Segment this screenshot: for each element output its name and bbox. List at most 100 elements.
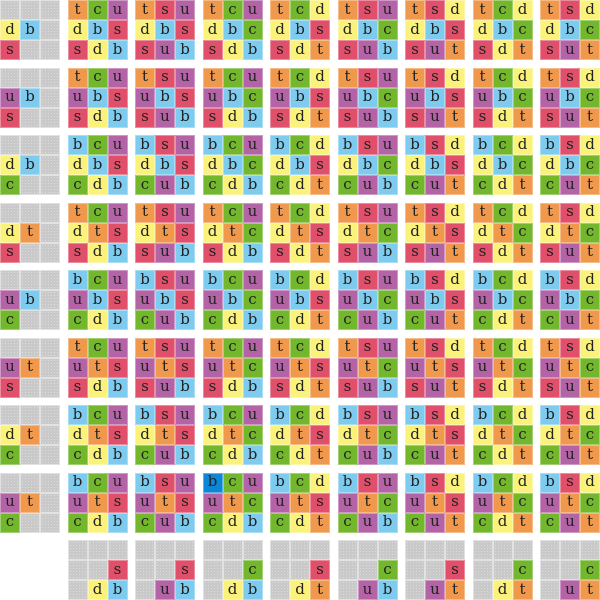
letter-cell-d[interactable]: d bbox=[540, 425, 560, 445]
letter-cell-u[interactable]: u bbox=[270, 492, 290, 513]
letter-cell-d[interactable]: d bbox=[290, 175, 310, 195]
letter-cell-b[interactable]: b bbox=[175, 445, 195, 465]
letter-cell-c[interactable]: c bbox=[337, 310, 358, 330]
letter-cell-u[interactable]: u bbox=[560, 512, 580, 533]
letter-cell-t[interactable]: t bbox=[20, 357, 40, 378]
letter-cell-d[interactable]: d bbox=[270, 20, 290, 40]
letter-cell-d[interactable]: d bbox=[580, 472, 600, 493]
letter-cell-s[interactable]: s bbox=[337, 107, 358, 128]
letter-cell-u[interactable]: u bbox=[425, 175, 445, 195]
letter-cell-s[interactable]: s bbox=[107, 290, 128, 310]
letter-cell-u[interactable]: u bbox=[425, 512, 445, 533]
letter-cell-u[interactable]: u bbox=[242, 270, 263, 290]
letter-cell-c[interactable]: c bbox=[290, 135, 310, 155]
letter-cell-t[interactable]: t bbox=[512, 580, 533, 600]
letter-cell-b[interactable]: b bbox=[107, 377, 128, 398]
letter-cell-c[interactable]: c bbox=[492, 135, 513, 155]
letter-cell-s[interactable]: s bbox=[357, 0, 378, 20]
letter-cell-d[interactable]: d bbox=[512, 472, 533, 493]
letter-cell-t[interactable]: t bbox=[425, 357, 445, 378]
letter-cell-s[interactable]: s bbox=[135, 242, 155, 263]
letter-cell-d[interactable]: d bbox=[290, 445, 310, 465]
letter-cell-u[interactable]: u bbox=[202, 357, 223, 378]
letter-cell-s[interactable]: s bbox=[405, 377, 425, 398]
letter-cell-b[interactable]: b bbox=[107, 107, 128, 128]
letter-cell-t[interactable]: t bbox=[560, 492, 580, 513]
letter-cell-b[interactable]: b bbox=[405, 472, 425, 493]
letter-cell-t[interactable]: t bbox=[580, 175, 600, 195]
letter-cell-s[interactable]: s bbox=[357, 67, 378, 88]
letter-cell-c[interactable]: c bbox=[270, 445, 290, 465]
letter-cell-t[interactable]: t bbox=[357, 425, 378, 445]
letter-cell-d[interactable]: d bbox=[512, 202, 533, 223]
letter-cell-t[interactable]: t bbox=[155, 222, 175, 243]
letter-cell-d[interactable]: d bbox=[222, 242, 243, 263]
letter-cell-c[interactable]: c bbox=[222, 135, 243, 155]
letter-cell-s[interactable]: s bbox=[310, 425, 330, 445]
letter-cell-t[interactable]: t bbox=[87, 357, 108, 378]
letter-cell-t[interactable]: t bbox=[337, 67, 358, 88]
letter-cell-c[interactable]: c bbox=[472, 310, 493, 330]
letter-cell-c[interactable]: c bbox=[512, 290, 533, 310]
letter-cell-c[interactable]: c bbox=[580, 357, 600, 378]
letter-cell-c[interactable]: c bbox=[492, 405, 513, 425]
letter-cell-s[interactable]: s bbox=[472, 377, 493, 398]
letter-cell-t[interactable]: t bbox=[222, 425, 243, 445]
letter-cell-b[interactable]: b bbox=[135, 270, 155, 290]
letter-cell-c[interactable]: c bbox=[492, 202, 513, 223]
letter-cell-t[interactable]: t bbox=[472, 0, 493, 20]
letter-cell-u[interactable]: u bbox=[377, 270, 398, 290]
letter-cell-c[interactable]: c bbox=[0, 310, 20, 330]
letter-cell-s[interactable]: s bbox=[337, 242, 358, 263]
letter-cell-c[interactable]: c bbox=[0, 175, 20, 195]
letter-cell-u[interactable]: u bbox=[337, 87, 358, 108]
letter-cell-u[interactable]: u bbox=[175, 405, 195, 425]
letter-cell-d[interactable]: d bbox=[87, 445, 108, 465]
letter-cell-s[interactable]: s bbox=[540, 107, 560, 128]
letter-cell-u[interactable]: u bbox=[155, 512, 175, 533]
letter-cell-s[interactable]: s bbox=[310, 357, 330, 378]
letter-cell-t[interactable]: t bbox=[472, 337, 493, 358]
letter-cell-c[interactable]: c bbox=[512, 87, 533, 108]
letter-cell-c[interactable]: c bbox=[242, 155, 263, 175]
letter-cell-d[interactable]: d bbox=[222, 445, 243, 465]
letter-cell-d[interactable]: d bbox=[0, 222, 20, 243]
letter-cell-u[interactable]: u bbox=[425, 40, 445, 60]
letter-cell-d[interactable]: d bbox=[222, 175, 243, 195]
letter-cell-b[interactable]: b bbox=[135, 405, 155, 425]
letter-cell-u[interactable]: u bbox=[155, 580, 175, 600]
letter-cell-d[interactable]: d bbox=[290, 512, 310, 533]
letter-cell-b[interactable]: b bbox=[270, 270, 290, 290]
letter-cell-b[interactable]: b bbox=[155, 20, 175, 40]
letter-cell-s[interactable]: s bbox=[175, 492, 195, 513]
letter-cell-s[interactable]: s bbox=[357, 337, 378, 358]
letter-cell-u[interactable]: u bbox=[0, 492, 20, 513]
letter-cell-b[interactable]: b bbox=[175, 377, 195, 398]
letter-cell-t[interactable]: t bbox=[445, 175, 465, 195]
letter-cell-s[interactable]: s bbox=[425, 0, 445, 20]
letter-cell-c[interactable]: c bbox=[0, 445, 20, 465]
letter-cell-u[interactable]: u bbox=[337, 357, 358, 378]
letter-cell-s[interactable]: s bbox=[175, 222, 195, 243]
letter-cell-d[interactable]: d bbox=[540, 222, 560, 243]
letter-cell-b[interactable]: b bbox=[560, 290, 580, 310]
letter-cell-u[interactable]: u bbox=[560, 580, 580, 600]
letter-cell-t[interactable]: t bbox=[337, 202, 358, 223]
letter-cell-s[interactable]: s bbox=[175, 87, 195, 108]
letter-cell-b[interactable]: b bbox=[242, 445, 263, 465]
letter-cell-b[interactable]: b bbox=[472, 405, 493, 425]
letter-cell-d[interactable]: d bbox=[290, 242, 310, 263]
letter-cell-t[interactable]: t bbox=[67, 0, 88, 20]
letter-cell-b[interactable]: b bbox=[472, 472, 493, 493]
letter-cell-u[interactable]: u bbox=[540, 492, 560, 513]
